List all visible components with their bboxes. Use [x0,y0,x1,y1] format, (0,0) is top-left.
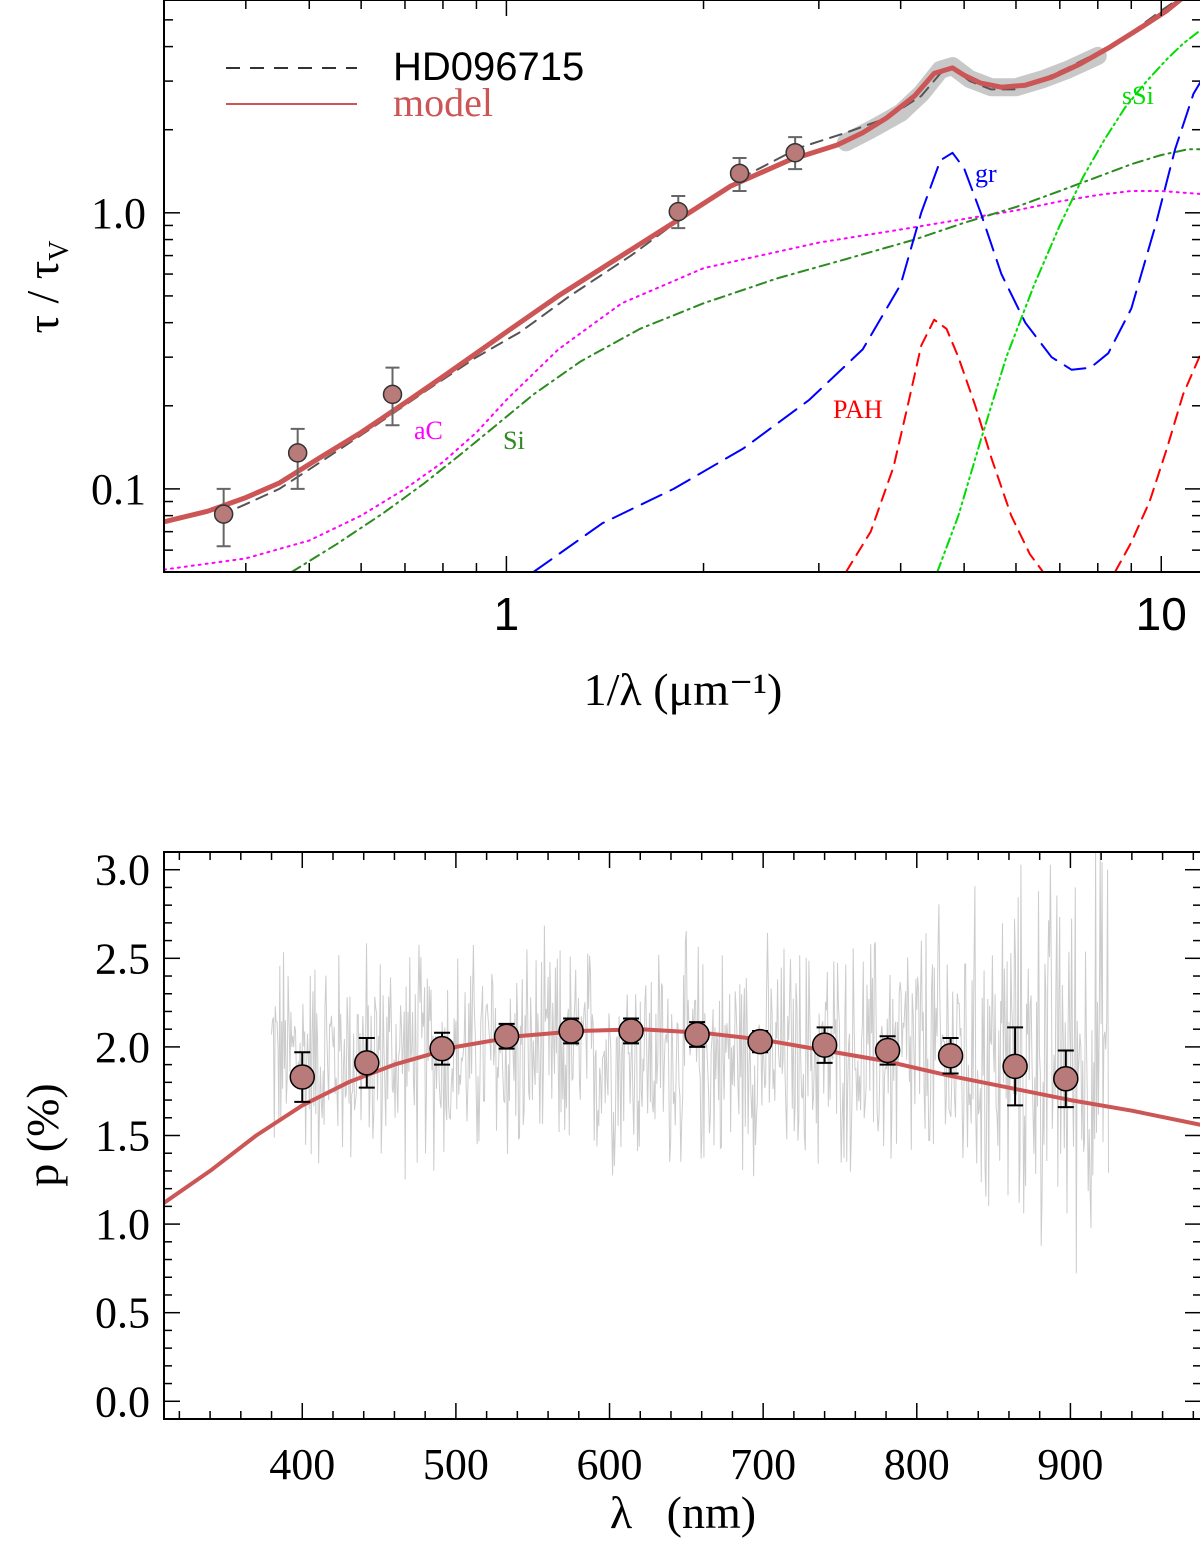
polarization-x-tick-label: 400 [269,1440,335,1489]
extinction-x-axis-title: 1/λ (μm⁻¹) [584,664,783,715]
extinction-series-gr [532,80,1200,572]
polarization-x-axis-title: λ (nm) [610,1487,756,1538]
polarization-y-tick-label: 2.0 [95,1023,150,1072]
polarization-data-point [429,1035,455,1062]
component-label-Si: Si [503,426,525,455]
polarization-data-point [354,1050,380,1076]
extinction-data-point [785,143,805,163]
y-axis-title-main: τ / τ [17,261,68,334]
polarization-y-tick-label: 2.5 [95,934,150,983]
polarization-panel: 400 500 600 700 800 9000.00.51.01.52.02.53.0 … [17,846,1200,1538]
polarization-y-tick-label: 3.0 [95,846,150,895]
extinction-x-tick-label: 10 [1136,588,1187,640]
extinction-series-sSi [936,29,1200,572]
polarization-data-point [684,1021,710,1048]
extinction-x-tick-label: 1 [494,588,520,640]
extinction-data-point [382,384,403,405]
extinction-series-observed-band [837,46,1107,152]
y-axis-title-subscript: V [44,241,75,261]
polarization-x-tick-label: 600 [577,1440,643,1489]
polarization-y-tick-label: 1.0 [95,1200,150,1249]
extinction-data-point [668,201,689,222]
polarization-noise-spectrum [271,852,1109,1274]
extinction-series-model [164,0,1184,525]
legend-observed-label: HD096715 [393,45,584,89]
polarization-data-point [1002,1053,1028,1080]
extinction-data-point [287,443,308,463]
extinction-panel: 1 10 0.1 1.0 HD096715 model aC Si PAH gr sS… [17,0,1200,715]
extinction-data-point [729,163,750,184]
svg-text:τ / τV: τ / τV [17,241,75,334]
extinction-y-tick-label: 0.1 [91,465,146,514]
polarization-y-axis-title: p (%) [17,1083,68,1186]
polarization-y-tick-label: 0.5 [95,1289,150,1338]
polarization-data-point [618,1018,644,1044]
polarization-x-tick-label: 500 [423,1440,489,1489]
polarization-axis-ticks: 400 500 600 700 800 900 0.0 0.5 1.0 1.5 2.0 2.5 3.0 [95,846,1200,1489]
polarization-data-point [874,1037,901,1064]
component-label-PAH: PAH [833,395,883,424]
polarization-data-point [811,1032,838,1058]
polarization-data-point [1053,1066,1079,1092]
polarization-data-point [289,1064,316,1090]
polarization-plot-area [164,852,1200,1274]
legend-model-label: model [393,80,493,125]
extinction-series-PAH-1 [845,318,1045,572]
polarization-x-tick-label: 800 [884,1440,950,1489]
polarization-y-tick-label: 1.5 [95,1112,150,1161]
component-label-aC: aC [414,416,443,445]
extinction-series-aC [164,190,1200,571]
component-label-sSi: sSi [1122,81,1154,110]
extinction-y-tick-label: 1.0 [91,189,146,238]
extinction-legend: HD096715 model [226,45,584,125]
polarization-data-point [937,1043,964,1069]
extinction-data-point [213,504,234,524]
extinction-plot-area [164,0,1200,572]
extinction-series-Si [290,148,1200,572]
extinction-y-axis-title: τ / τV [17,241,75,334]
polarization-data-point [747,1028,773,1055]
extinction-series-PAH-2 [1114,352,1200,572]
component-label-gr: gr [975,159,997,188]
polarization-data-point [493,1023,520,1050]
polarization-data-point [558,1018,584,1044]
extinction-plot-frame [163,0,1200,573]
polarization-y-tick-label: 0.0 [95,1377,150,1426]
extinction-axis-ticks: 1 10 0.1 1.0 [91,0,1200,640]
polarization-x-tick-label: 700 [730,1440,796,1489]
polarization-x-tick-label: 900 [1037,1440,1103,1489]
